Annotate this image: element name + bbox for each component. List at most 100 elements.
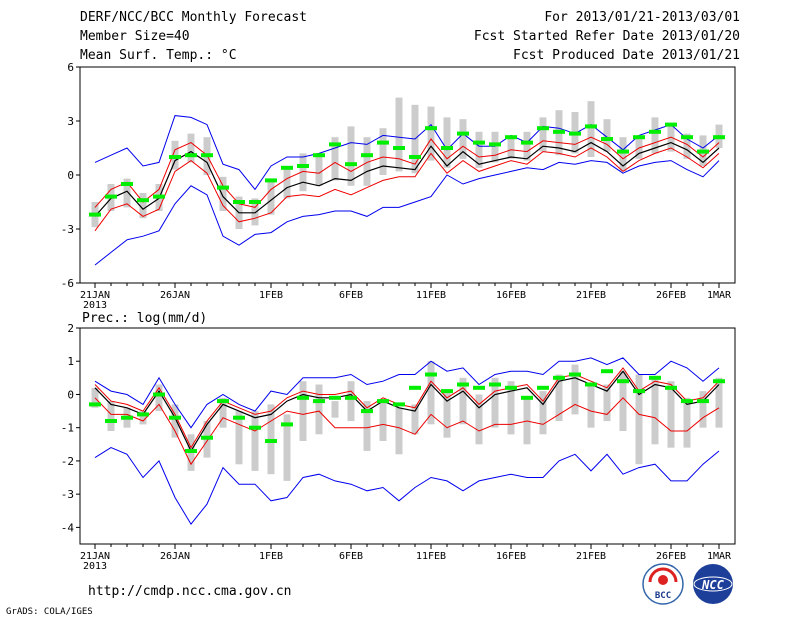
precip-observed-mark [393, 402, 405, 407]
temp-ytick-label: -6 [61, 277, 74, 290]
precip-observed-mark [681, 399, 693, 404]
temp-range-bar [395, 97, 403, 172]
precip-observed-mark [297, 395, 309, 400]
temp-observed-mark [121, 182, 133, 186]
temp-observed-mark [393, 146, 405, 150]
temp-observed-mark [457, 131, 469, 136]
precip-range-bar [91, 387, 99, 408]
temp-range-bar [491, 131, 499, 163]
temp-range-bar [187, 133, 195, 163]
temp-observed-mark [169, 155, 181, 159]
forecast-produced: Fcst Produced Date 2013/01/21 [513, 48, 740, 63]
temp-observed-mark [249, 200, 261, 204]
temp-xtick-label: 21JAN [80, 290, 110, 301]
precip-range-bar [667, 381, 675, 448]
temp-ytick-label: 3 [67, 115, 74, 128]
precip-xtick-label: 1FEB [259, 551, 283, 562]
temp-observed-mark [473, 140, 485, 145]
precip-observed-mark [345, 395, 357, 400]
temp-observed-mark [553, 129, 565, 134]
temp-range-bar [283, 166, 291, 199]
forecast-range: For 2013/01/21-2013/03/01 [544, 10, 740, 25]
temp-range-bar [683, 133, 691, 159]
precip-range-bar [603, 384, 611, 422]
precip-range-bar [379, 401, 387, 441]
precip-observed-mark [617, 379, 629, 384]
temp-xtick-year: 2013 [83, 300, 107, 311]
precip-ytick-label: -3 [61, 488, 74, 501]
precip-range-bar [219, 397, 227, 428]
temp-range-bar [379, 128, 387, 175]
precip-range-bar [155, 384, 163, 412]
precip-range-bar [363, 401, 371, 451]
bcc-logo-text: BCC [655, 591, 671, 601]
precip-observed-mark [665, 385, 677, 390]
grads-credit: GrADS: COLA/IGES [6, 607, 93, 617]
temp-ytick-label: 6 [67, 61, 74, 74]
temp-range-bar [539, 117, 547, 152]
precip-observed-mark [313, 399, 325, 404]
temp-range-bar [635, 135, 643, 159]
precip-range-bar [459, 377, 467, 425]
precip-observed-mark [329, 395, 341, 400]
precip-observed-mark [361, 409, 373, 414]
temp-observed-mark [425, 126, 437, 131]
temp-series-blue-upper [94, 115, 720, 191]
precip-observed-mark [537, 385, 549, 390]
chart-title: DERF/NCC/BCC Monthly Forecast [80, 10, 307, 25]
temp-range-bar [331, 137, 339, 181]
precip-observed-mark [153, 392, 165, 397]
precip-range-bar [443, 391, 451, 438]
precip-xtick-label: 26JAN [160, 551, 190, 562]
temp-range-bar [603, 119, 611, 152]
precip-observed-mark [233, 415, 245, 420]
temp-range-bar [427, 106, 435, 161]
temp-observed-mark [233, 200, 245, 204]
temp-range-bar [667, 124, 675, 152]
precip-observed-mark [201, 435, 213, 440]
temp-observed-mark [265, 178, 277, 183]
precip-range-bar [683, 397, 691, 448]
temp-range-bar [587, 101, 595, 157]
temp-observed-mark [537, 126, 549, 131]
precip-range-bar [635, 374, 643, 465]
temp-observed-mark [89, 212, 101, 217]
temp-observed-mark [713, 135, 725, 140]
ncc-logo-disc [693, 564, 733, 604]
temp-observed-mark [409, 155, 421, 159]
precip-ytick-label: -4 [61, 521, 75, 534]
ncc-logo-orbit [693, 576, 733, 592]
precip-observed-mark [649, 375, 661, 380]
precip-ytick-label: -2 [61, 455, 74, 468]
precip-xtick-year: 2013 [83, 561, 107, 572]
temp-range-bar [299, 153, 307, 192]
precip-series-blue-lower [94, 447, 720, 525]
precip-xtick-label: 11FEB [416, 551, 446, 562]
temp-observed-mark [201, 153, 213, 158]
temp-xtick-label: 6FEB [339, 290, 363, 301]
temp-observed-mark [649, 129, 661, 134]
precip-ytick-label: 2 [67, 322, 74, 335]
precip-xtick-label: 1MAR [707, 551, 732, 562]
precip-observed-mark [601, 369, 613, 374]
temp-observed-mark [505, 135, 517, 140]
temp-range-bar [251, 198, 259, 226]
temp-xtick-label: 26FEB [656, 290, 686, 301]
precip-range-bar [651, 377, 659, 445]
precip-observed-mark [553, 375, 565, 380]
precip-range-bar [427, 361, 435, 425]
precip-ytick-label: 1 [67, 355, 74, 368]
precip-observed-mark [409, 385, 421, 390]
precip-ytick-label: -1 [61, 422, 74, 435]
temp-range-bar [619, 137, 627, 172]
temp-observed-mark [329, 142, 341, 147]
ncc-logo: NCC [693, 564, 733, 604]
temp-observed-mark [569, 131, 581, 136]
precip-range-bar [539, 391, 547, 435]
precip-plot-frame [79, 327, 736, 545]
precip-observed-mark [441, 389, 453, 394]
temp-range-bar [507, 135, 515, 159]
precip-observed-mark [425, 372, 437, 377]
